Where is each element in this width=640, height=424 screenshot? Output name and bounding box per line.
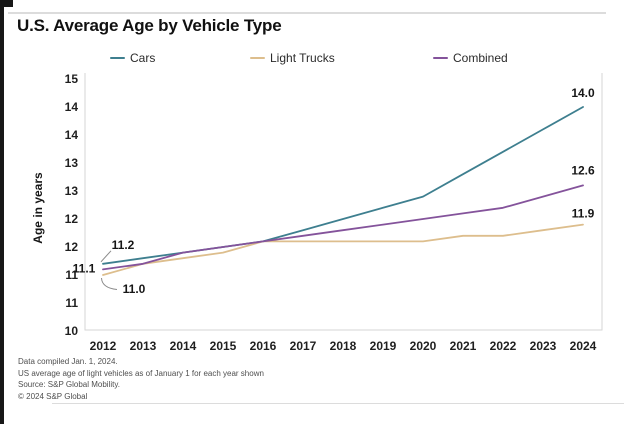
- end-value-label-combined: 12.6: [571, 163, 595, 177]
- footer-notes: Data compiled Jan. 1, 2024. US average a…: [18, 356, 264, 402]
- series-line-combined: [102, 184, 584, 271]
- start-value-label-combined: 11.1: [73, 261, 96, 275]
- footer-line-copyright: © 2024 S&P Global: [18, 391, 88, 401]
- bottom-rule: [52, 403, 624, 404]
- y-tick-label: 14: [65, 100, 79, 114]
- series-line-cars: [102, 106, 584, 265]
- legend-label-combined: Combined: [453, 51, 508, 65]
- end-value-label-light-trucks: 11.9: [572, 207, 595, 221]
- x-tick-label: 2024: [570, 339, 597, 353]
- footer-line-definition: US average age of light vehicles as of J…: [18, 368, 264, 378]
- y-tick-label: 12: [65, 240, 79, 254]
- start-value-label-light-trucks: 11.0: [123, 282, 146, 296]
- left-edge-bar: [0, 0, 4, 424]
- x-tick-label: 2022: [490, 339, 517, 353]
- x-tick-label: 2019: [370, 339, 397, 353]
- footer-line-source: Source: S&P Global Mobility.: [18, 380, 120, 390]
- x-tick-label: 2016: [250, 339, 277, 353]
- legend-item-combined: Combined: [433, 50, 508, 66]
- annotation-leader-cars: [100, 250, 112, 263]
- chart-title: U.S. Average Age by Vehicle Type: [17, 16, 282, 35]
- y-tick-label: 12: [65, 212, 79, 226]
- light-trucks-line-swatch: [250, 57, 265, 59]
- y-axis-title: Age in years: [31, 172, 45, 244]
- chart-legend: Cars Light Trucks Combined: [0, 50, 640, 66]
- cars-line-swatch: [110, 57, 125, 59]
- legend-item-cars: Cars: [110, 50, 155, 66]
- x-tick-label: 2014: [170, 339, 197, 353]
- combined-line-swatch: [433, 57, 448, 59]
- y-tick-label: 13: [65, 156, 79, 170]
- x-tick-label: 2017: [290, 339, 317, 353]
- x-tick-label: 2018: [330, 339, 357, 353]
- top-rule: [8, 12, 606, 14]
- series-line-light-trucks: [102, 223, 584, 276]
- y-tick-label: 15: [65, 72, 79, 86]
- x-tick-label: 2012: [90, 339, 117, 353]
- footer-line-compiled: Data compiled Jan. 1, 2024.: [18, 357, 118, 366]
- x-tick-label: 2021: [450, 339, 477, 353]
- legend-label-cars: Cars: [130, 51, 156, 65]
- annotation-leader-light-trucks: [101, 277, 118, 290]
- y-tick-label: 11: [65, 268, 78, 282]
- x-tick-label: 2020: [410, 339, 437, 353]
- y-tick-label: 14: [65, 128, 79, 142]
- y-tick-label: 11: [65, 296, 78, 310]
- legend-label-light-trucks: Light Trucks: [270, 51, 335, 65]
- corner-mark: [0, 0, 13, 7]
- axis-frame: [84, 73, 603, 331]
- y-tick-label: 13: [65, 184, 79, 198]
- x-tick-label: 2013: [130, 339, 157, 353]
- x-tick-label: 2015: [210, 339, 237, 353]
- y-tick-label: 10: [65, 324, 79, 338]
- legend-item-light-trucks: Light Trucks: [250, 50, 335, 66]
- x-tick-label: 2023: [530, 339, 557, 353]
- end-value-label-cars: 14.0: [571, 86, 595, 100]
- start-value-label-cars: 11.2: [112, 238, 135, 252]
